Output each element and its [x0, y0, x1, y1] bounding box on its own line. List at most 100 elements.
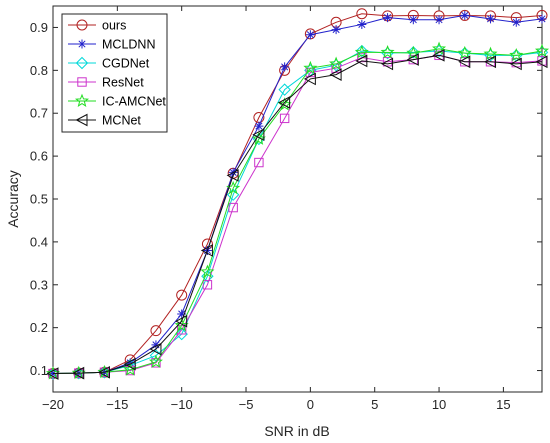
data-point [150, 325, 162, 337]
legend-label: MCLDNN [102, 38, 155, 52]
data-point [149, 342, 162, 356]
data-point [251, 131, 266, 145]
legend-label: MCNet [102, 114, 141, 128]
x-tick-label: 5 [371, 397, 378, 412]
legend-item: MCNet [68, 114, 141, 128]
series-ic-amcnet [45, 41, 550, 380]
data-point [228, 202, 238, 213]
data-point [97, 365, 110, 379]
data-point [483, 46, 498, 60]
axis-ticks: −20 −15 −10 −5 0 5 10 15 0.1 0.2 0.3 0.4 0.5 0.6 0.7 0.… [30, 6, 542, 412]
data-point [432, 41, 447, 55]
legend-marker [77, 39, 87, 49]
legend-label: ours [102, 19, 126, 33]
data-point [303, 72, 316, 86]
y-tick-label: 0.9 [30, 20, 48, 35]
x-tick-label: −10 [171, 397, 193, 412]
y-tick-label: 0.3 [30, 277, 48, 292]
legend-item: IC-AMCNet [68, 93, 166, 109]
data-point [148, 354, 163, 368]
y-tick-label: 0.2 [30, 320, 48, 335]
data-point [123, 362, 138, 376]
x-tick-label: −20 [42, 397, 64, 412]
data-point [254, 157, 264, 168]
legend-marker [74, 93, 90, 107]
data-point [406, 45, 421, 60]
data-point [407, 46, 420, 59]
data-point [460, 10, 470, 20]
series-mcnet [46, 48, 548, 380]
data-point [278, 96, 291, 109]
data-point [279, 113, 290, 124]
data-point [458, 55, 471, 69]
data-point [509, 47, 524, 62]
legend-label: ResNet [102, 76, 144, 90]
data-point [46, 367, 59, 380]
x-tick-label: −5 [239, 397, 254, 412]
data-point [331, 25, 341, 35]
data-point [432, 48, 445, 62]
data-point [357, 52, 367, 63]
data-point [226, 180, 241, 195]
data-point [303, 60, 318, 75]
y-tick-label: 0.7 [30, 106, 48, 121]
data-point [406, 53, 419, 66]
data-point [280, 62, 290, 72]
data-point [381, 46, 394, 60]
legend-label: IC-AMCNet [102, 95, 166, 109]
data-point [535, 55, 548, 69]
legend-label: CGDNet [102, 57, 150, 71]
legend-marker [75, 113, 88, 127]
legend-marker [77, 77, 87, 87]
x-tick-label: −15 [106, 397, 128, 412]
data-point [176, 289, 188, 301]
data-point [356, 8, 368, 20]
data-point [383, 13, 393, 23]
data-point [329, 68, 342, 81]
data-point [355, 44, 369, 58]
series-line [52, 14, 543, 375]
legend-item: MCLDNN [68, 38, 155, 52]
legend-box [61, 13, 168, 133]
y-axis-label: Accuracy [5, 170, 21, 228]
legend-item: ours [68, 19, 126, 33]
data-point [380, 44, 395, 59]
data-point [278, 83, 291, 96]
data-point [200, 244, 213, 257]
legend: ours MCLDNN CGDNet ResNet IC-AMCNet MCNet [61, 13, 168, 133]
data-point [174, 318, 189, 332]
data-point [486, 14, 496, 24]
data-point [226, 169, 239, 182]
y-tick-label: 0.8 [30, 63, 48, 78]
legend-item: CGDNet [68, 57, 150, 71]
data-point [254, 121, 264, 131]
y-tick-label: 0.1 [30, 363, 48, 378]
legend-marker [76, 19, 88, 31]
y-tick-label: 0.4 [30, 234, 48, 249]
data-point [355, 54, 368, 68]
x-tick-label: 0 [307, 397, 314, 412]
data-point [123, 357, 136, 371]
legend-marker [75, 56, 89, 70]
data-point [457, 45, 472, 60]
data-point [252, 128, 265, 141]
data-point [72, 366, 85, 380]
data-point [177, 309, 187, 319]
data-point [382, 57, 393, 67]
series-layer [45, 8, 550, 380]
data-point [329, 56, 344, 70]
y-tick-label: 0.6 [30, 149, 48, 164]
data-point [537, 14, 547, 24]
x-tick-label: 15 [496, 397, 510, 412]
data-point [534, 43, 550, 58]
data-point [381, 57, 394, 71]
data-point [202, 280, 213, 290]
data-point [434, 15, 444, 25]
legend-item: ResNet [68, 76, 144, 90]
data-point [305, 30, 315, 40]
data-point [175, 327, 188, 341]
y-tick-label: 0.5 [30, 192, 48, 207]
x-axis-label: SNR in dB [264, 423, 329, 439]
x-tick-label: 10 [432, 397, 446, 412]
